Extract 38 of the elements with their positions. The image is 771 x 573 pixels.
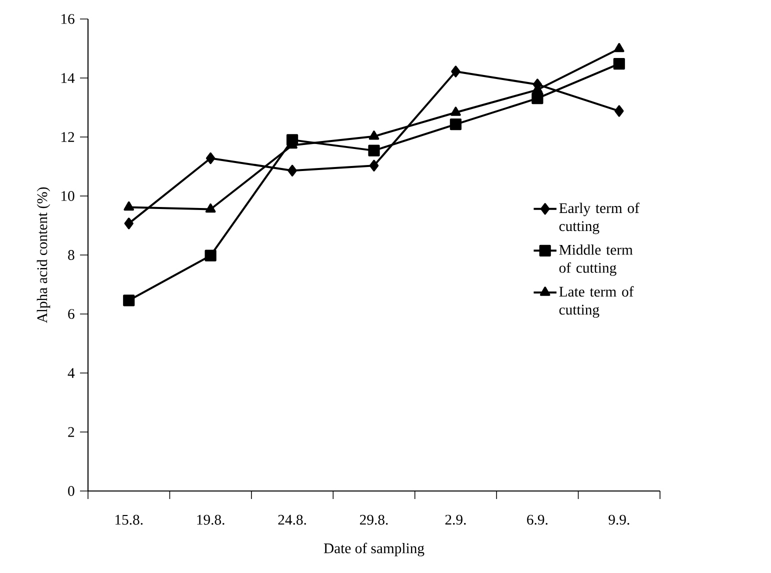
y-tick-label: 12 <box>61 132 74 142</box>
point <box>204 250 216 262</box>
y-tick-label: 2 <box>68 427 74 437</box>
x-tick-label: 15.8. <box>115 514 143 525</box>
point <box>450 118 462 130</box>
point <box>451 66 460 78</box>
point <box>368 130 380 140</box>
y-tick-label: 8 <box>68 250 74 260</box>
point <box>369 160 379 172</box>
point <box>614 42 624 52</box>
x-tick-label: 19.8. <box>197 514 224 525</box>
point <box>532 92 544 104</box>
y-axis-title: Alpha acid content (%) <box>36 187 50 324</box>
point <box>123 294 135 306</box>
point <box>124 201 134 211</box>
point <box>206 152 216 164</box>
point <box>614 105 624 117</box>
x-tick-label: 24.8. <box>278 514 306 525</box>
point <box>288 164 297 176</box>
y-tick-label: 4 <box>68 368 75 378</box>
legend-label: Late term of cutting <box>559 286 634 318</box>
y-tick-label: 0 <box>68 486 74 496</box>
y-tick-label: 16 <box>61 14 74 24</box>
point <box>124 218 134 230</box>
x-tick-label: 9.9. <box>608 514 630 525</box>
legend-label: Early term of cutting <box>559 202 640 234</box>
point <box>613 58 625 70</box>
x-tick-label: 29.8. <box>360 514 388 525</box>
x-tick-label: 2.9. <box>445 514 466 525</box>
y-tick-label: 6 <box>68 309 74 319</box>
y-tick-label: 14 <box>61 73 75 83</box>
y-tick-label: 10 <box>61 191 74 201</box>
point <box>450 106 461 116</box>
x-tick-label: 6.9. <box>527 514 548 525</box>
point <box>205 203 216 213</box>
point <box>368 144 380 156</box>
legend-label: Middle term of cutting <box>559 244 633 276</box>
x-axis-title: Date of sampling <box>324 542 424 556</box>
